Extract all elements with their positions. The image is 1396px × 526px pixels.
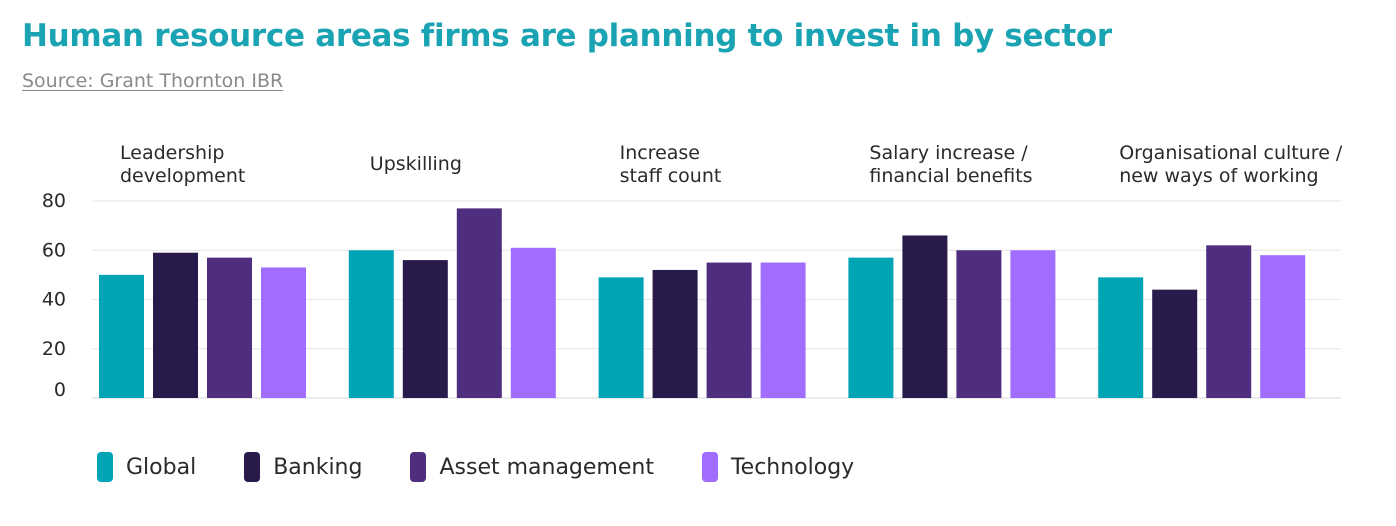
- category-label-line: new ways of working: [1119, 165, 1318, 187]
- bar-technology[interactable]: [1260, 255, 1306, 398]
- legend-item[interactable]: Global: [97, 452, 196, 482]
- legend-label: Global: [126, 454, 197, 480]
- bar-banking[interactable]: [902, 235, 948, 398]
- bar-technology[interactable]: [760, 262, 806, 398]
- category-label: Salary increase / financial benefits: [869, 142, 1032, 187]
- legend-swatch: [701, 452, 718, 482]
- bar-technology[interactable]: [510, 247, 556, 398]
- source-link[interactable]: Source: Grant Thornton IBR: [22, 70, 284, 92]
- bar-global[interactable]: [848, 257, 894, 398]
- bar-asset-management[interactable]: [456, 208, 502, 398]
- y-tick-label: 20: [42, 338, 66, 360]
- bar-technology[interactable]: [261, 267, 306, 398]
- category-label: Leadership development: [120, 142, 245, 187]
- bar-global[interactable]: [1098, 277, 1144, 398]
- bar-global[interactable]: [99, 274, 144, 398]
- category-label: Organisational culture / new ways of work…: [1119, 142, 1343, 187]
- y-tick-label: 60: [42, 239, 66, 261]
- bar-asset-management[interactable]: [1206, 245, 1252, 398]
- category-labels: Leadership development Upskilling Increase s…: [120, 142, 1343, 187]
- legend-label: Technology: [730, 454, 855, 480]
- bar-chart: 0 20 40 60 80 Leadership development Upskillin…: [42, 142, 1343, 401]
- legend: Global Banking Asset management Technology: [97, 452, 854, 482]
- bar-banking[interactable]: [652, 269, 698, 398]
- category-label-line: Salary increase /: [869, 142, 1028, 164]
- category-label-line: financial benefits: [869, 165, 1032, 187]
- legend-label: Asset management: [439, 454, 654, 480]
- chart-title: Human resource areas firms are planning …: [22, 18, 1112, 54]
- bar-banking[interactable]: [1152, 289, 1198, 398]
- bar-banking[interactable]: [153, 252, 198, 398]
- y-tick-label: 80: [42, 190, 66, 212]
- legend-item[interactable]: Asset management: [410, 452, 654, 482]
- bar-banking[interactable]: [402, 260, 448, 398]
- category-label: Increase staff count: [620, 142, 722, 187]
- legend-item[interactable]: Technology: [701, 452, 855, 482]
- legend-swatch: [244, 452, 261, 482]
- y-axis-ticks: 0 20 40 60 80: [42, 190, 66, 401]
- bars: [99, 208, 1306, 398]
- legend-swatch: [410, 452, 427, 482]
- bar-global[interactable]: [598, 277, 644, 398]
- legend-label: Banking: [273, 454, 363, 480]
- bar-asset-management[interactable]: [207, 257, 252, 398]
- category-label-line: staff count: [620, 165, 722, 187]
- category-label-line: Leadership: [120, 142, 224, 164]
- bar-asset-management[interactable]: [706, 262, 752, 398]
- bar-asset-management[interactable]: [956, 250, 1002, 398]
- bar-global[interactable]: [348, 250, 394, 398]
- category-label-line: Increase: [620, 142, 700, 164]
- legend-item[interactable]: Banking: [244, 452, 362, 482]
- category-label: Upskilling: [370, 153, 462, 175]
- category-label-line: development: [120, 165, 245, 187]
- category-label-line: Upskilling: [370, 153, 462, 175]
- legend-swatch: [97, 452, 113, 482]
- y-tick-label: 0: [54, 379, 66, 401]
- y-tick-label: 40: [42, 289, 66, 311]
- category-label-line: Organisational culture /: [1119, 142, 1343, 164]
- bar-technology[interactable]: [1010, 250, 1056, 398]
